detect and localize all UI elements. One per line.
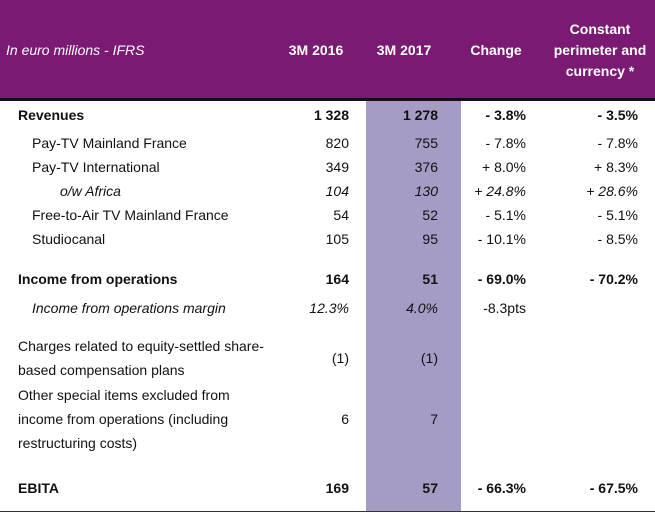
value-3m-2016: 104	[325, 183, 349, 199]
value-constant: + 28.6%	[586, 183, 638, 199]
table-row-studiocanal: Studiocanal 105 95 - 10.1% - 8.5%	[0, 227, 655, 251]
header-divider	[0, 98, 655, 101]
table-row-revenues: Revenues 1 328 1 278 - 3.8% - 3.5%	[0, 103, 655, 127]
value-3m-2016: 12.3%	[309, 300, 349, 316]
row-label: Income from operations	[18, 271, 178, 287]
value-3m-2016: 54	[333, 207, 349, 223]
value-3m-2016: 6	[341, 411, 349, 427]
value-constant: - 70.2%	[589, 271, 638, 287]
col-header-change: Change	[470, 42, 522, 58]
row-label: EBITA	[18, 480, 59, 496]
value-change: - 10.1%	[477, 231, 526, 247]
table-row-paytv-international: Pay-TV International 349 376 + 8.0% + 8.…	[0, 155, 655, 179]
row-label-line2: based compensation plans	[18, 362, 185, 378]
row-label: Free-to-Air TV Mainland France	[32, 207, 229, 223]
value-3m-2017: (1)	[420, 350, 438, 366]
col-header-3m-2016: 3M 2016	[288, 42, 344, 58]
value-3m-2017: 51	[422, 271, 438, 287]
value-change: - 5.1%	[485, 207, 526, 223]
table-header: In euro millions - IFRS 3M 2016 3M 2017 …	[0, 0, 655, 98]
table-row-special-items: 6 7	[0, 407, 655, 431]
row-label: o/w Africa	[60, 183, 121, 199]
value-change: + 8.0%	[482, 159, 526, 175]
value-3m-2016: 105	[325, 231, 349, 247]
col-header-constant-line2: perimeter and	[553, 42, 647, 58]
value-3m-2016: 820	[325, 135, 349, 151]
value-constant: + 8.3%	[594, 159, 638, 175]
value-constant: - 3.5%	[597, 107, 638, 123]
row-label: Studiocanal	[32, 231, 106, 247]
row-label-line1: Charges related to equity-settled share-	[18, 338, 264, 354]
value-3m-2017: 4.0%	[406, 300, 438, 316]
value-change: -8.3pts	[483, 300, 526, 316]
value-3m-2017: 95	[422, 231, 438, 247]
row-label-line3: restructuring costs)	[18, 435, 138, 451]
col-header-constant: Constant perimeter and currency *	[546, 19, 654, 82]
value-change: - 69.0%	[477, 271, 526, 287]
row-label: Pay-TV Mainland France	[32, 135, 187, 151]
value-change: - 7.8%	[485, 135, 526, 151]
col-header-constant-line3: currency *	[565, 63, 635, 79]
value-constant: - 8.5%	[597, 231, 638, 247]
row-label-line1: Other special items excluded from	[18, 387, 230, 403]
table-row-charges: (1) (1)	[0, 346, 655, 370]
value-3m-2016: 1 328	[313, 107, 349, 123]
table-row-africa: o/w Africa 104 130 + 24.8% + 28.6%	[0, 179, 655, 203]
row-label: Pay-TV International	[32, 159, 160, 175]
bottom-rule	[0, 511, 655, 512]
row-label-special-items: Other special items excluded from income…	[18, 383, 273, 455]
table-row-ebita: EBITA 169 57 - 66.3% - 67.5%	[0, 476, 655, 500]
value-3m-2016: 349	[325, 159, 349, 175]
row-label: Income from operations margin	[32, 300, 226, 316]
value-change: - 66.3%	[477, 480, 526, 496]
highlight-column-3m-2017	[366, 101, 461, 511]
table-row-income-from-operations: Income from operations 164 51 - 69.0% - …	[0, 267, 655, 291]
table-row-fta-france: Free-to-Air TV Mainland France 54 52 - 5…	[0, 203, 655, 227]
col-header-3m-2017: 3M 2017	[376, 42, 432, 58]
value-3m-2017: 52	[422, 207, 438, 223]
value-change: - 3.8%	[485, 107, 526, 123]
row-label-line2: income from operations (including	[18, 411, 229, 427]
value-3m-2017: 7	[430, 411, 438, 427]
value-3m-2017: 376	[414, 159, 438, 175]
value-3m-2017: 1 278	[402, 107, 438, 123]
table-row-income-margin: Income from operations margin 12.3% 4.0%…	[0, 296, 655, 320]
value-change: + 24.8%	[474, 183, 526, 199]
value-constant: - 5.1%	[597, 207, 638, 223]
value-constant: - 7.8%	[597, 135, 638, 151]
table-row-paytv-france: Pay-TV Mainland France 820 755 - 7.8% - …	[0, 131, 655, 155]
value-constant: - 67.5%	[589, 480, 638, 496]
value-3m-2017: 57	[422, 480, 438, 496]
unit-label: In euro millions - IFRS	[6, 42, 145, 58]
row-label-charges: Charges related to equity-settled share-…	[18, 334, 273, 382]
value-3m-2016: 169	[325, 480, 349, 496]
value-3m-2016: (1)	[331, 350, 349, 366]
value-3m-2017: 130	[414, 183, 438, 199]
row-label: Revenues	[18, 107, 85, 123]
value-3m-2017: 755	[414, 135, 438, 151]
col-header-constant-line1: Constant	[569, 21, 631, 37]
value-3m-2016: 164	[325, 271, 349, 287]
